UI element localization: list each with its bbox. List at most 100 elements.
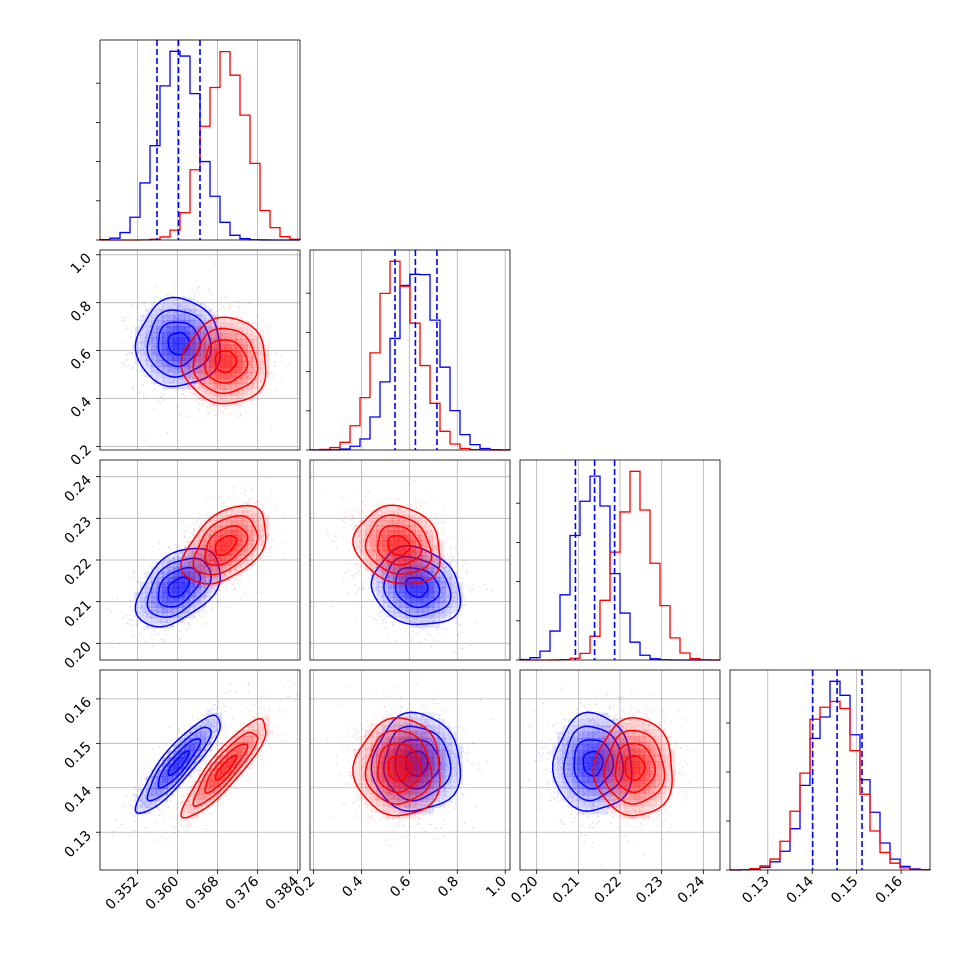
density-cell [167,372,174,379]
scatter-point [189,309,192,312]
scatter-point [201,386,204,389]
scatter-point [171,381,174,384]
scatter-point [186,307,189,310]
scatter-point [233,587,236,589]
scatter-point [160,349,163,352]
scatter-point [193,393,196,396]
scatter-point [222,331,224,334]
scatter-point [201,390,204,393]
scatter-point [252,341,255,344]
scatter-point [257,386,260,389]
scatter-point [218,562,221,564]
scatter-point [252,534,255,536]
scatter-point [246,377,249,379]
scatter-point [199,324,202,327]
scatter-point [192,329,195,331]
density-cell [205,366,212,373]
density-cell [183,372,190,379]
scatter-point [177,567,180,570]
scatter-point [193,563,196,566]
scatter-point [251,386,254,389]
scatter-point [231,560,234,563]
scatter-point [178,547,181,550]
scatter-point [150,608,152,611]
density-cell [173,372,179,379]
scatter-point [152,338,154,341]
density-cell [156,326,163,333]
scatter-point [188,374,191,376]
scatter-point [425,629,428,631]
scatter-point [142,628,145,630]
scatter-point [214,570,217,573]
density-cell [167,337,174,344]
density-cell [200,366,207,373]
scatter-point [195,572,197,575]
scatter-point [199,568,202,571]
density-cell [230,383,237,390]
scatter-point [155,336,158,339]
scatter-point [183,360,186,363]
scatter-point [154,590,157,593]
scatter-point [154,628,156,630]
scatter-point [168,368,171,371]
scatter-point [177,546,179,549]
scatter-point [192,553,194,556]
density-cell [167,597,174,603]
scatter-point [242,368,245,370]
density-cell [241,338,248,345]
scatter-point [220,330,222,333]
scatter-point [153,345,155,347]
scatter-point [192,304,195,307]
density-cell [236,383,243,390]
density-cell [162,612,168,618]
scatter-point [200,616,203,618]
density-cell [225,540,232,546]
scatter-point [184,309,187,312]
density-cell [198,575,204,582]
scatter-point [193,597,196,600]
scatter-point [162,572,165,574]
scatter-point [175,577,178,580]
scatter-point [200,337,203,339]
scatter-point [196,324,199,327]
scatter-point [166,621,169,623]
scatter-point [216,396,219,398]
scatter-point [205,389,208,392]
scatter-point [155,335,158,338]
scatter-point [219,320,222,323]
scatter-point [188,553,191,556]
scatter-point [158,632,161,635]
scatter-point [165,619,168,622]
scatter-point [203,561,205,564]
scatter-point [173,315,176,318]
scatter-point [155,337,158,340]
scatter-point [195,364,198,367]
scatter-point [232,589,235,591]
density-cell [192,327,199,334]
density-cell [189,343,196,350]
scatter-point [159,396,162,399]
scatter-point [260,367,263,370]
scatter-point [150,364,153,367]
density-cell [263,361,270,368]
density-cell [236,355,243,362]
scatter-point [188,568,191,571]
scatter-point [220,501,223,504]
density-cell [189,587,196,593]
scatter-point [180,550,183,553]
scatter-point [206,343,209,346]
scatter-point [239,580,242,583]
density-cell [156,337,163,344]
scatter-point [157,319,160,322]
density-cell [258,535,265,541]
scatter-point [160,309,163,312]
scatter-point [192,306,195,308]
scatter-point [143,396,145,398]
scatter-point [213,387,216,389]
scatter-point [149,315,152,317]
scatter-point [187,367,189,370]
scatter-point [201,403,203,406]
scatter-point [258,342,261,344]
scatter-point [196,327,199,330]
scatter-point [280,380,283,383]
